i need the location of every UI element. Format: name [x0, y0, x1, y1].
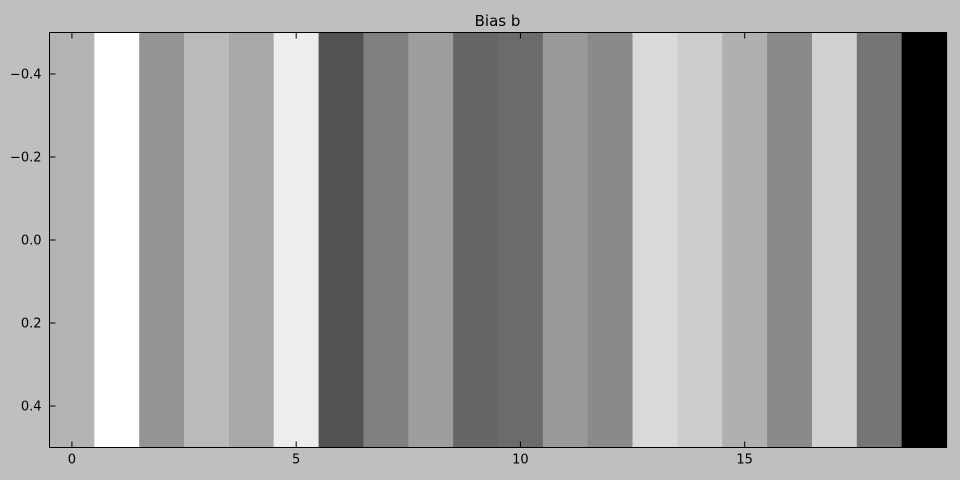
heatmap-cell-17 [811, 32, 858, 448]
heatmap-cell-7 [363, 32, 409, 448]
heatmap-cell-18 [856, 32, 903, 448]
heatmap-cells [49, 32, 948, 448]
x-tick-label: 0 [68, 453, 76, 468]
heatmap-cell-6 [318, 32, 365, 448]
heatmap-cell-8 [408, 32, 454, 448]
heatmap-cell-14 [677, 32, 723, 448]
y-tick-label: 0.2 [21, 317, 42, 332]
heatmap-cell-9 [453, 32, 499, 448]
heatmap-cell-0 [49, 32, 95, 448]
heatmap-cell-13 [632, 32, 678, 448]
heatmap-cell-15 [722, 32, 768, 448]
x-tick-label: 15 [736, 453, 753, 468]
heatmap-cell-19 [901, 32, 948, 448]
heatmap-cell-3 [184, 32, 230, 448]
heatmap-cell-2 [139, 32, 185, 448]
y-axis: −0.4 −0.2 0.0 0.2 0.4 [10, 68, 947, 415]
heatmap-cell-1 [94, 32, 140, 448]
heatmap-cell-10 [498, 32, 544, 448]
chart-title: Bias b [475, 12, 521, 30]
heatmap-cell-12 [587, 32, 634, 448]
y-tick-label: −0.2 [10, 151, 42, 166]
y-tick-label: 0.4 [21, 400, 42, 415]
y-tick-label: 0.0 [21, 234, 42, 249]
x-tick-label: 10 [512, 453, 529, 468]
x-axis: 0 5 10 15 [68, 32, 753, 468]
heatmap-cell-5 [273, 32, 320, 448]
x-tick-label: 5 [292, 453, 300, 468]
heatmap-cell-11 [542, 32, 589, 448]
heatmap-cell-4 [228, 32, 275, 448]
y-tick-label: −0.4 [10, 68, 42, 83]
heatmap-cell-16 [767, 32, 813, 448]
